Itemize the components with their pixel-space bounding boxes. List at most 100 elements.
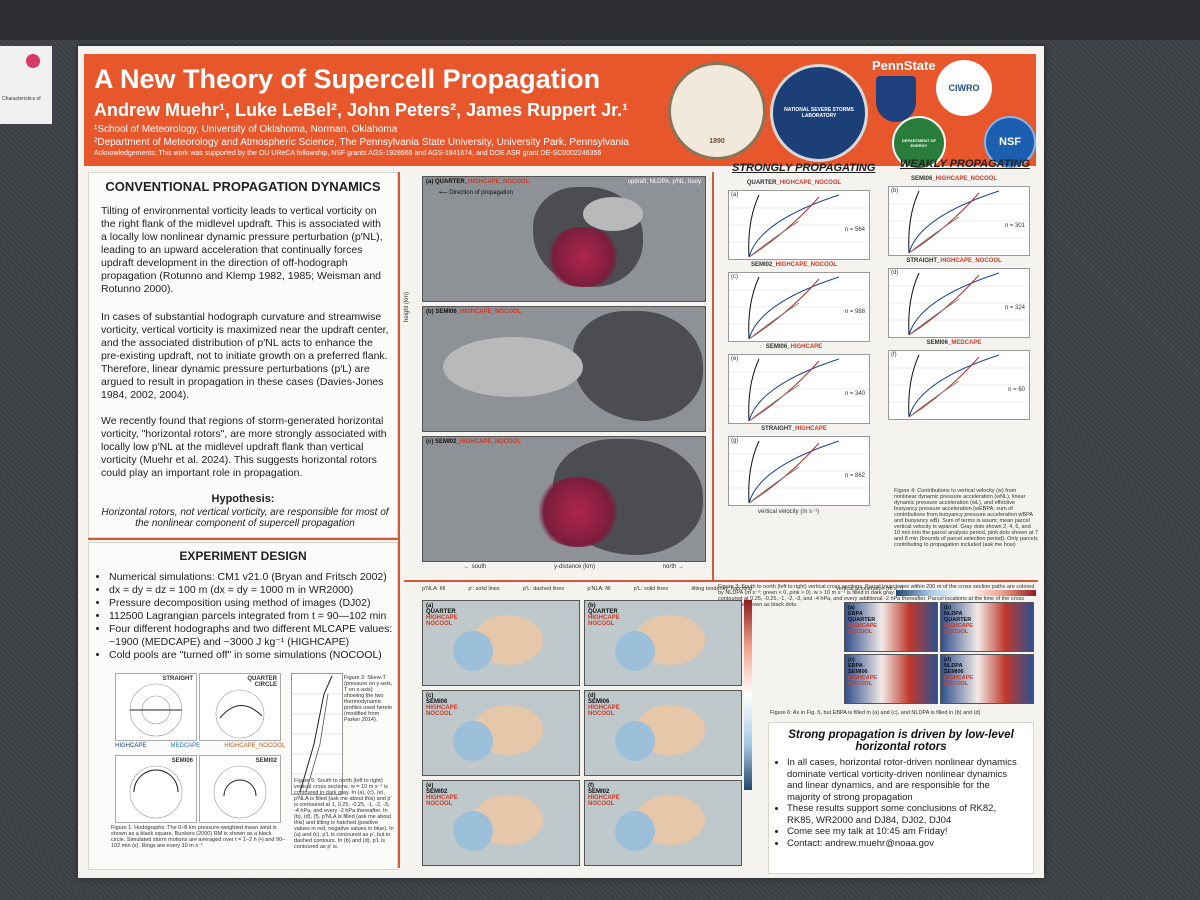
figure-3: (a) QUARTER_ HIGHCAPE_NOCOOL updraft, NLD… [404,172,710,582]
panel-line: HIGHCAPE [588,615,620,621]
panel-line: HIGHCAPE [588,795,620,801]
wall-top-strip [0,0,1200,40]
figure-4-panel-id: (c) [731,274,738,280]
xaxis-north: north → [662,564,684,570]
legend-item: HIGHCAPE_NOCOOL [224,743,285,749]
figure-5-panel-label: (d) SEMI06 HIGHCAPE NOCOOL [588,693,620,717]
figure-4-panel-title: STRAIGHT_HIGHCAPE [718,426,870,432]
figure-4-plot: (d) n = 324 [888,268,1030,338]
hodograph-label: QUARTER CIRCLE [247,676,277,688]
psu-shield-icon [876,76,916,122]
figure-4-plot: (g) n = 862 [728,436,870,506]
panel-label-text: (c) SEMI02_ [426,439,460,445]
figure-3-panel-label: (b) SEMI06_HIGHCAPE_NOCOOL [426,309,521,315]
figure-3-xaxis: ← south y-distance (km) north → [464,564,684,570]
conclusion-item: Contact: andrew.muehr@noaa.gov [787,838,1021,850]
xaxis-south: ← south [464,564,487,570]
panel-id: (b) [588,603,596,609]
nssl-logo: NATIONAL SEVERE STORMS LABORATORY [770,64,868,162]
intro-paragraph-1: Tilting of environmental vorticity leads… [101,205,383,295]
figure-6-panel-label: (c) EBPA SEMI06 HIGHCAPE NOCOOL [848,657,877,687]
design-item: Cold pools are "turned off" in some simu… [109,649,405,662]
intro-paragraph-2: In cases of substantial hodograph curvat… [101,311,389,401]
figure-6-panel: (c) EBPA SEMI06 HIGHCAPE NOCOOL [844,654,938,704]
figure-4-panel-id: (b) [891,188,899,194]
pin-icon [26,54,40,68]
figure-4-sample-count: n = 564 [844,227,865,233]
figure-4-panel: QUARTER_HIGHCAPE_NOCOOL (a) n = 564 [718,180,870,260]
affiliation-1: ¹School of Meteorology, University of Ok… [94,124,398,135]
figure-5: p′NLA: fill p′: solid lines p′L: dashed … [404,586,760,872]
figure-4-panel: SEMI02_HIGHCAPE_NOCOOL (c) n = 988 [718,262,870,342]
panel-line: HIGHCAPE [426,705,458,711]
figure-6-panel: (a) EBPA QUARTER HIGHCAPE NOCOOL [844,602,938,652]
nsf-logo-text: NSF [999,136,1021,148]
poster-authors: Andrew Muehr¹, Luke LeBel², John Peters²… [94,100,629,120]
weak-heading: WEAKLY PROPAGATING [900,158,1030,170]
column-divider [712,172,714,582]
nssl-logo-text: NATIONAL SEVERE STORMS LABORATORY [784,107,854,119]
panel-line: QUARTER [848,617,876,623]
panel-id: (c) [848,657,855,663]
figure-3-legend: updraft, NLDPA, p′NL, buoy [627,179,701,185]
panel-line: SEMI06 [848,669,868,675]
figure-4-plot: (c) n = 988 [728,272,870,342]
panel-line: NOCOOL [588,621,615,627]
panel-id: (a) [848,605,855,611]
figure-3-panel-label: (c) SEMI02_HIGHCAPE_NOCOOL [426,439,521,445]
panel-id: (a) [426,603,434,609]
figure-5-caption: Figure 5: South to north (left to right)… [294,778,394,850]
ciwro-logo: CIWRO [936,60,992,116]
panel-line: HIGHCAPE [944,623,974,629]
figure-5-panel: (f) SEMI02 HIGHCAPE NOCOOL [584,780,742,866]
hodograph-label: STRAIGHT [162,676,193,682]
legend-item: p′NLA: fill [422,586,446,592]
panel-line: NLDPA [944,611,963,617]
panel-line: HIGHCAPE [848,675,878,681]
figure-4-panel: SEMI06_HIGHCAPE_NOCOOL (b) n = 301 [878,176,1030,256]
ou-seal-year: 1890 [709,137,725,145]
figure-5-panel-label: (b) QUARTER HIGHCAPE NOCOOL [588,603,620,627]
panel-title-text: QUARTER_ [746,180,780,186]
figure-4-panel-title: QUARTER_HIGHCAPE_NOCOOL [718,180,870,186]
panel-label-text: (b) SEMI06_ [426,309,461,315]
legend-item: p′NLA: fill [587,586,611,592]
panel-title-text: SEMI02_ [750,262,776,268]
figure-5-panel-label: (c) SEMI06 HIGHCAPE NOCOOL [426,693,458,717]
conclusion-item: Come see my talk at 10:45 am Friday! [787,826,1021,838]
panel-line: SEMI06 [944,669,964,675]
propagation-arrow-label: ⟵ Direction of propagation [439,189,513,196]
legend-item: p′: solid lines [468,586,500,592]
figure-4-panel-id: (a) [731,192,739,198]
figure-6: vertical acceleration (m s⁻²) (a) EBPA QUA… [766,586,1038,716]
ciwro-logo-text: CIWRO [948,83,980,93]
panel-line: SEMI06 [588,699,610,705]
figure-3-panel-b: (b) SEMI06_HIGHCAPE_NOCOOL [422,306,706,432]
legend-item: HIGHCAPE [115,743,147,749]
panel-line: NOCOOL [426,801,453,807]
figure-4-panel: STRAIGHT_HIGHCAPE_NOCOOL (d) n = 324 [878,258,1030,338]
conclusion-item: These results support some conclusions o… [787,803,1021,826]
figure-5-panel-label: (f) SEMI02 HIGHCAPE NOCOOL [588,783,620,807]
conclusion-panel: Strong propagation is driven by low-leve… [768,722,1034,874]
design-item: 112500 Lagrangian parcels integrated fro… [109,610,405,623]
panel-id: (c) [426,693,434,699]
panel-line: QUARTER [944,617,972,623]
panel-title-highlight: HIGHCAPE_NOCOOL [940,258,1002,264]
panel-line: NOCOOL [848,629,873,635]
figure-3-caption: Figure 3: South to north (left to right)… [718,584,1035,608]
propagation-arrow-text: Direction of propagation [449,190,513,196]
figure-3-panel-c: (c) SEMI02_HIGHCAPE_NOCOOL [422,436,706,562]
column-divider [398,172,400,868]
figure-4-panel-title: SEMI02_HIGHCAPE_NOCOOL [718,262,870,268]
figure-4-panel-id: (d) [891,270,899,276]
figure-4-panel-id: (f) [891,352,897,358]
doe-logo: DEPARTMENT OF ENERGY [892,116,946,170]
figure-4-sample-count: n = 988 [844,309,865,315]
panel-label-highlight: HIGHCAPE_NOCOOL [460,309,522,315]
panel-line: SEMI02 [588,789,610,795]
legend-item: p′L: solid lines [633,586,669,592]
figure-4-panel-id: (g) [731,438,739,444]
figure-6-panel-label: (a) EBPA QUARTER HIGHCAPE NOCOOL [848,605,877,635]
panel-label-text: (a) QUARTER_ [426,179,469,185]
